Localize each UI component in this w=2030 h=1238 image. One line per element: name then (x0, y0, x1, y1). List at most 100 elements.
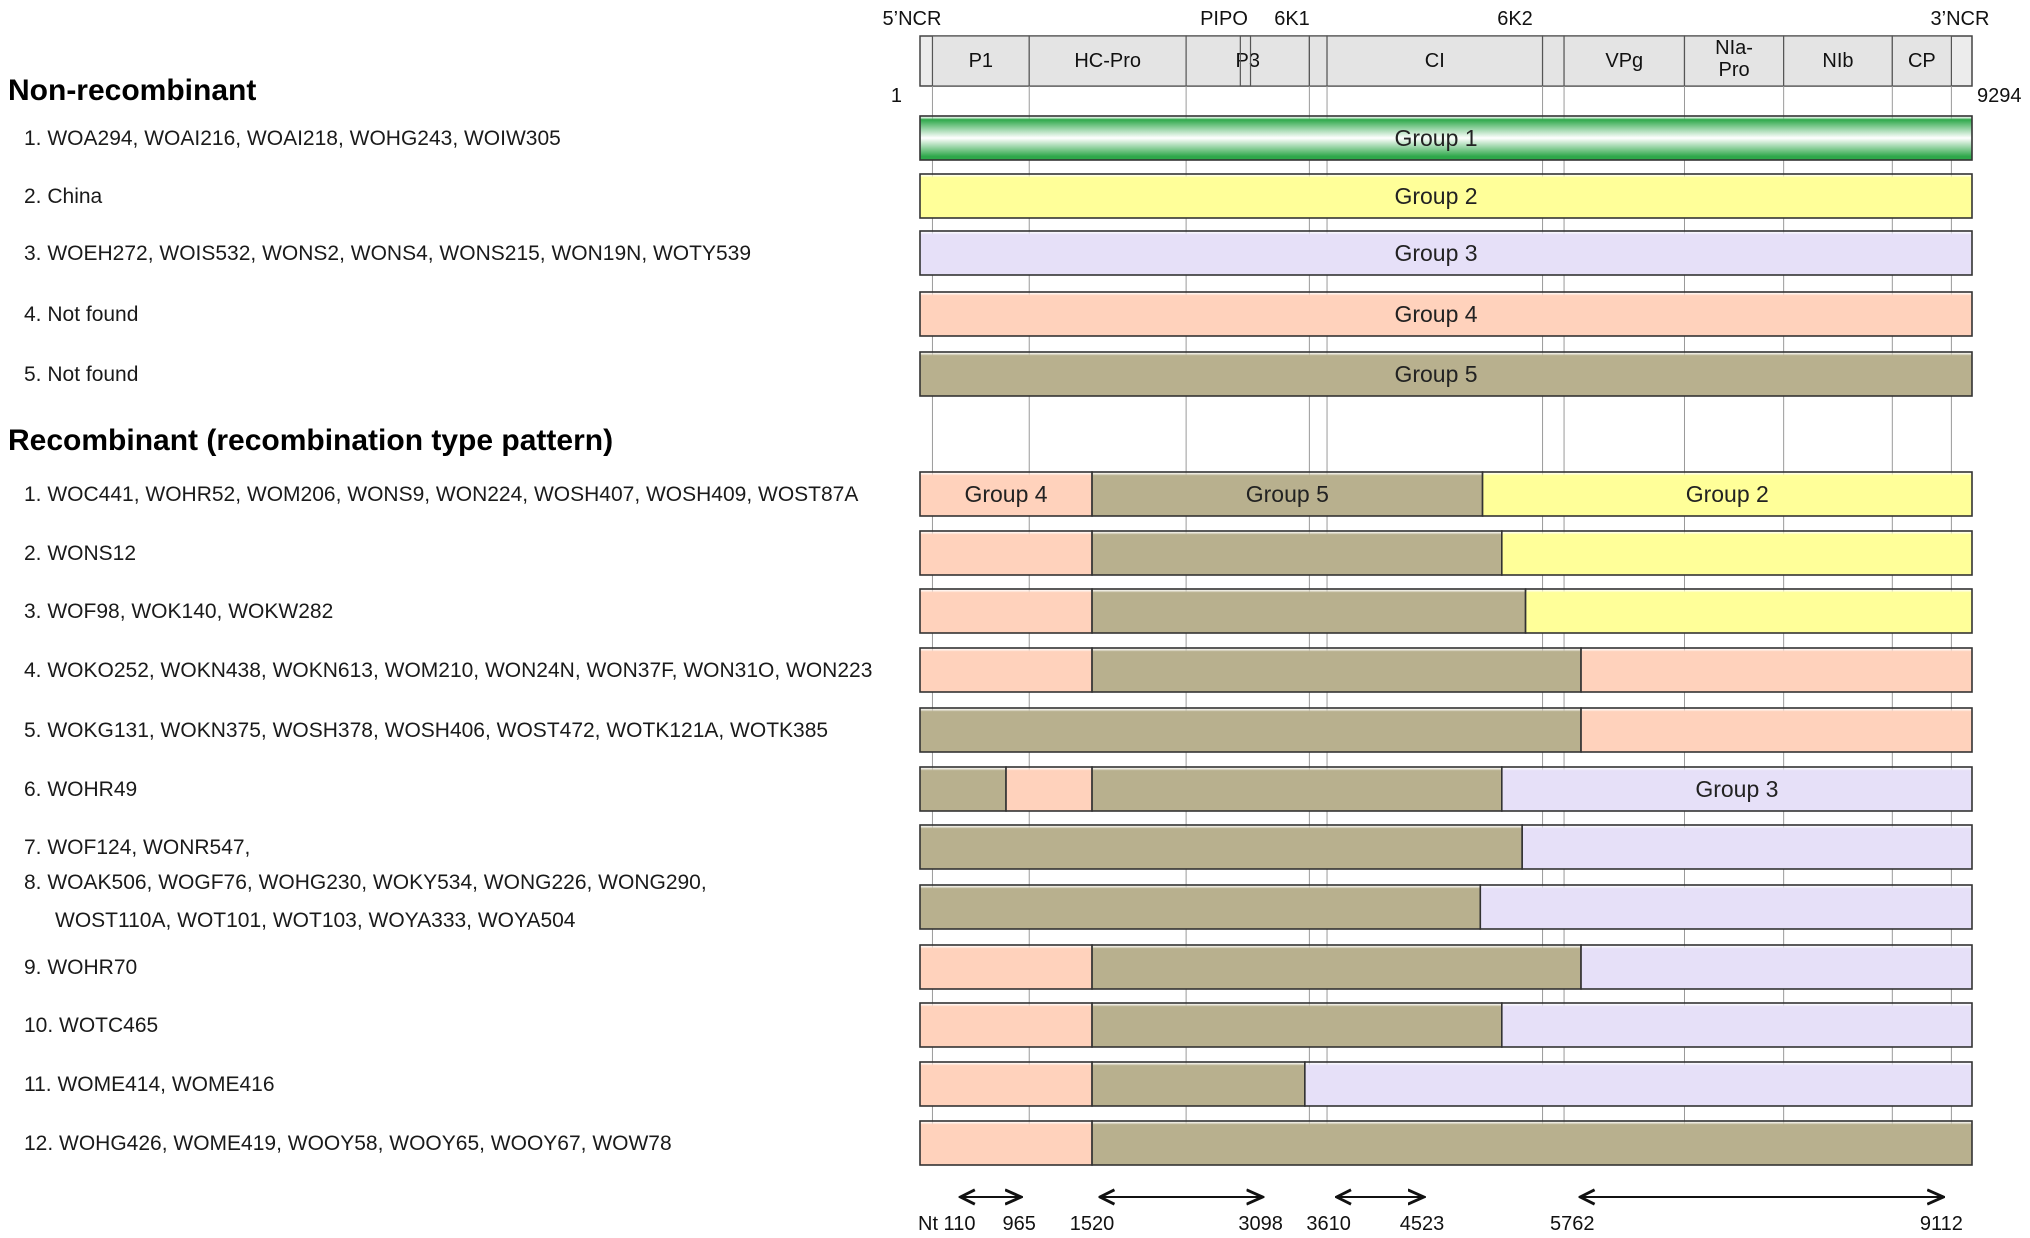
region-ci-box (1326, 35, 1544, 87)
rec-8-segment (1479, 884, 1973, 930)
range-3: 3610 4523 (1306, 1197, 1444, 1235)
rec-10-segment (1501, 1002, 1973, 1048)
range-from-label: Nt 110 (918, 1213, 975, 1235)
rec-12-segment (1091, 1120, 1973, 1166)
nonrec-3-group-label: Group 3 (1394, 240, 1477, 266)
nonrec-4-segment (919, 291, 1973, 337)
nonrec-1-segment (919, 115, 1973, 161)
range-from-label: 5762 (1550, 1213, 1595, 1235)
rec-1-segment (919, 471, 1093, 517)
rec-10-segment (1091, 1002, 1503, 1048)
rec-1-segment-label: Group 5 (1246, 481, 1329, 507)
rec-9-row: 9. WOHR70 (24, 944, 1973, 990)
genome-map: 5’NCR PIPO 6K1 6K2 3’NCR 1 9294 P1 HC-Pro… (883, 8, 2022, 107)
rec-6-segment (1501, 766, 1973, 812)
range-to-label: 965 (1003, 1213, 1036, 1235)
range-1: Nt 110 965 (918, 1197, 1036, 1235)
label-5ncr: 5’NCR (883, 8, 942, 30)
rec-11-segment (919, 1061, 1093, 1107)
label-3ncr: 3’NCR (1931, 8, 1990, 30)
rec-10-label: 10. WOTC465 (24, 1014, 158, 1037)
nonrec-2-group-label: Group 2 (1394, 183, 1477, 209)
region-label-p3: P3 (1236, 50, 1260, 72)
rec-11-segment (1091, 1061, 1306, 1107)
section-title-nonrecombinant: Non-recombinant (8, 74, 256, 107)
isolate-rows: 1. WOA294, WOAI216, WOAI218, WOHG243, WO… (24, 115, 1973, 1166)
rec-2-label: 2. WONS12 (24, 542, 136, 565)
region-vpg-box (1563, 35, 1686, 87)
rec-6-segment (919, 766, 1007, 812)
nonrec-2-segment (919, 173, 1973, 219)
rec-1-segment-label: Group 4 (964, 481, 1047, 507)
rec-4-segment (1580, 647, 1973, 693)
region-label-nib: NIb (1822, 50, 1853, 72)
region-nib-box (1783, 35, 1893, 87)
rec-6-segment (1005, 766, 1093, 812)
label-6k2: 6K2 (1497, 8, 1533, 30)
rec-9-label: 9. WOHR70 (24, 956, 137, 979)
range-to-label: 3098 (1238, 1213, 1283, 1235)
nonrec-5-row: 5. Not found Group 5 (24, 351, 1973, 397)
rec-3-row: 3. WOF98, WOK140, WOKW282 (24, 588, 1973, 634)
rec-10-segment (919, 1002, 1093, 1048)
region-label-ci: CI (1425, 50, 1445, 72)
nonrec-1-group-label: Group 1 (1394, 125, 1477, 151)
nonrec-3-segment (919, 230, 1973, 276)
genome-end: 9294 (1977, 85, 2022, 107)
section-title-recombinant: Recombinant (recombination type pattern) (8, 424, 613, 457)
nonrec-1-label: 1. WOA294, WOAI216, WOAI218, WOHG243, WO… (24, 127, 561, 150)
rec-1-segment (1091, 471, 1484, 517)
region-label-vpg: VPg (1605, 50, 1643, 72)
range-from-label: 3610 (1306, 1213, 1351, 1235)
region-nia-pro-box (1683, 35, 1785, 87)
rec-6-segment-label: Group 3 (1695, 776, 1778, 802)
rec-12-segment (919, 1120, 1093, 1166)
pipo-marker (1239, 35, 1252, 87)
rec-2-segment (919, 530, 1093, 576)
nonrec-4-row: 4. Not found Group 4 (24, 291, 1973, 337)
rec-4-segment (919, 647, 1093, 693)
rec-3-segment (1091, 588, 1527, 634)
rec-7-row: 7. WOF124, WONR547, (24, 824, 1973, 870)
nucleotide-ranges: Nt 110 965 1520 3098 3610 4523 5762 9112 (918, 1197, 1963, 1235)
range-from-label: 1520 (1070, 1213, 1115, 1235)
rec-5-segment (1580, 707, 1973, 753)
rec-11-row: 11. WOME414, WOME416 (24, 1061, 1973, 1107)
rec-4-label: 4. WOKO252, WOKN438, WOKN613, WOM210, WO… (24, 659, 872, 682)
rec-10-row: 10. WOTC465 (24, 1002, 1973, 1048)
nonrec-3-row: 3. WOEH272, WOIS532, WONS2, WONS4, WONS2… (24, 230, 1973, 276)
region-label-hc-pro: HC-Pro (1074, 50, 1141, 72)
nonrec-2-label: 2. China (24, 185, 103, 208)
rec-8-label: 8. WOAK506, WOGF76, WOHG230, WOKY534, WO… (24, 871, 707, 894)
rec-9-segment (919, 944, 1093, 990)
range-2: 1520 3098 (1070, 1197, 1283, 1235)
region-6k2-box (1541, 35, 1565, 87)
rec-7-label: 7. WOF124, WONR547, (24, 836, 250, 859)
nonrec-3-label: 3. WOEH272, WOIS532, WONS2, WONS4, WONS2… (24, 242, 751, 265)
rec-3-segment (1524, 588, 1973, 634)
nonrec-2-row: 2. China Group 2 (24, 173, 1973, 219)
region-hc-pro-box (1028, 35, 1187, 87)
nonrec-1-row: 1. WOA294, WOAI216, WOAI218, WOHG243, WO… (24, 115, 1973, 161)
region-label-nia-pro: NIa-Pro (1715, 37, 1753, 81)
rec-5-segment (919, 707, 1582, 753)
rec-11-segment (1304, 1061, 1973, 1107)
range-to-label: 4523 (1400, 1213, 1445, 1235)
rec-6-segment (1091, 766, 1503, 812)
rec-2-segment (1501, 530, 1973, 576)
genome-start: 1 (891, 85, 902, 107)
rec-6-label: 6. WOHR49 (24, 778, 137, 801)
label-pipo: PIPO (1200, 8, 1248, 30)
nonrec-5-label: 5. Not found (24, 363, 138, 386)
rec-4-segment (1091, 647, 1582, 693)
region-cp-box (1891, 35, 1952, 87)
nonrec-5-group-label: Group 5 (1394, 361, 1477, 387)
rec-11-label: 11. WOME414, WOME416 (24, 1073, 275, 1096)
rec-1-segment (1481, 471, 1973, 517)
rec-8-segment (919, 884, 1482, 930)
rec-8-row: 8. WOAK506, WOGF76, WOHG230, WOKY534, WO… (24, 871, 1973, 932)
rec-7-segment (1521, 824, 1973, 870)
nonrec-4-group-label: Group 4 (1394, 301, 1477, 327)
region-6k1-box (1308, 35, 1328, 87)
